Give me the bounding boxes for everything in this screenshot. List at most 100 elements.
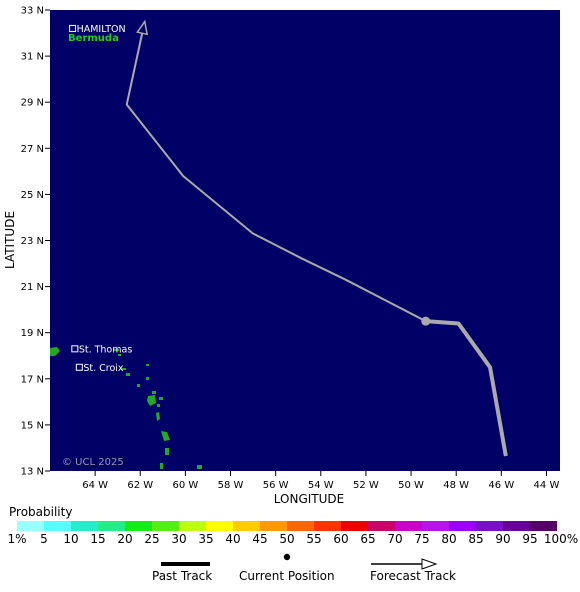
forecast-arrow-icon	[421, 558, 438, 570]
copyright-text: © UCL 2025	[62, 457, 124, 468]
probability-scale-label: 20	[117, 532, 133, 546]
probability-color-scale	[17, 521, 557, 531]
probability-swatch	[530, 521, 557, 531]
probability-swatch	[341, 521, 368, 531]
place-label: St. Thomas	[79, 344, 133, 355]
probability-swatch	[98, 521, 125, 531]
island-puerto-rico	[50, 347, 60, 356]
island	[118, 354, 121, 356]
place-marker-icon	[69, 24, 77, 32]
island	[126, 373, 130, 376]
place-label: St. Croix	[83, 363, 124, 374]
probability-swatch	[314, 521, 341, 531]
y-tick-label: 21 N	[21, 282, 44, 293]
probability-scale-label: 5	[40, 532, 48, 546]
probability-scale-label: 35	[198, 532, 214, 546]
probability-swatch	[395, 521, 422, 531]
probability-scale-labels: 1% 5 10 15 20 25 30 35 40 45 50 55 60 65 70 75 80 85 90 95 1…	[0, 532, 580, 548]
probability-swatch	[44, 521, 71, 531]
probability-scale-label: 80	[441, 532, 457, 546]
y-tick-label: 29 N	[21, 98, 44, 109]
x-tick-label: 44 W	[534, 480, 560, 491]
probability-scale-label: 70	[387, 532, 403, 546]
probability-scale-label: 60	[333, 532, 349, 546]
forecast-arrowhead-icon	[136, 19, 149, 36]
probability-swatch	[476, 521, 503, 531]
place-markers: HAMILTON St. Thomas St. Croix	[69, 24, 133, 374]
y-tick-label: 33 N	[21, 6, 44, 17]
y-tick-label: 13 N	[21, 467, 44, 478]
legend-title: Probability	[9, 505, 73, 519]
island-barbados	[197, 465, 202, 469]
island	[146, 364, 149, 366]
probability-scale-label: 15	[90, 532, 106, 546]
island	[122, 368, 126, 370]
current-position-marker	[421, 316, 431, 326]
island	[160, 463, 163, 469]
probability-scale-label: 55	[306, 532, 322, 546]
y-tick-label: 17 N	[21, 374, 44, 385]
probability-swatch	[71, 521, 98, 531]
probability-swatch	[449, 521, 476, 531]
probability-swatch	[422, 521, 449, 531]
probability-scale-label: 75	[414, 532, 430, 546]
probability-scale-label: 10	[63, 532, 79, 546]
past-track-label: Past Track	[152, 569, 213, 583]
y-tick-label: 19 N	[21, 328, 44, 339]
x-tick-label: 60 W	[172, 480, 198, 491]
probability-swatch	[152, 521, 179, 531]
probability-swatch	[179, 521, 206, 531]
forecast-track-line	[125, 21, 427, 323]
probability-swatch	[503, 521, 530, 531]
storm-tracks	[125, 19, 508, 457]
y-tick-label: 23 N	[21, 236, 44, 247]
current-position-label: Current Position	[239, 569, 335, 583]
y-axis-title: LATITUDE	[3, 211, 17, 269]
probability-scale-label: 65	[360, 532, 376, 546]
island	[146, 377, 149, 380]
island	[137, 384, 140, 387]
x-tick-label: 62 W	[127, 480, 153, 491]
place-label: HAMILTON	[77, 24, 126, 35]
x-tick-label: 50 W	[398, 480, 424, 491]
island-st-lucia	[165, 448, 169, 455]
caribbean-islands	[50, 347, 202, 469]
island	[159, 397, 163, 400]
probability-swatch	[233, 521, 260, 531]
probability-swatch	[260, 521, 287, 531]
x-tick-label: 48 W	[443, 480, 469, 491]
forecast-track-label: Forecast Track	[370, 569, 456, 583]
probability-swatch	[206, 521, 233, 531]
island-dominica	[156, 412, 160, 421]
latitude-ticks: 33 N 31 N 29 N 27 N 25 N 23 N 21 N 19 N 17 N 15 N…	[21, 6, 50, 478]
x-tick-label: 56 W	[263, 480, 289, 491]
island-martinique	[161, 431, 170, 441]
ocean-map-area	[50, 10, 560, 471]
probability-scale-label: 100%	[543, 532, 579, 546]
past-track-line	[425, 319, 508, 457]
x-tick-label: 58 W	[218, 480, 244, 491]
probability-scale-label: 30	[171, 532, 187, 546]
island-guadeloupe	[147, 395, 156, 406]
probability-scale-label: 25	[144, 532, 160, 546]
probability-scale-label: 90	[495, 532, 511, 546]
x-tick-label: 54 W	[308, 480, 334, 491]
probability-scale-label: 50	[279, 532, 295, 546]
x-tick-label: 46 W	[488, 480, 514, 491]
probability-scale-label: 45	[252, 532, 268, 546]
probability-scale-label: 1%	[7, 532, 27, 546]
probability-scale-label: 40	[225, 532, 241, 546]
place-marker-icon	[71, 345, 79, 353]
probability-swatch	[368, 521, 395, 531]
probability-swatch	[125, 521, 152, 531]
current-position-key-dot	[283, 553, 291, 561]
x-axis-title: LONGITUDE	[274, 492, 344, 506]
y-tick-label: 31 N	[21, 52, 44, 63]
x-tick-label: 64 W	[82, 480, 108, 491]
longitude-ticks: 64 W 62 W 60 W 58 W 56 W 54 W 52 W 50 W 48 W 46 W…	[82, 471, 559, 491]
island	[113, 349, 119, 351]
y-tick-label: 27 N	[21, 144, 44, 155]
probability-swatch	[287, 521, 314, 531]
y-tick-label: 25 N	[21, 190, 44, 201]
